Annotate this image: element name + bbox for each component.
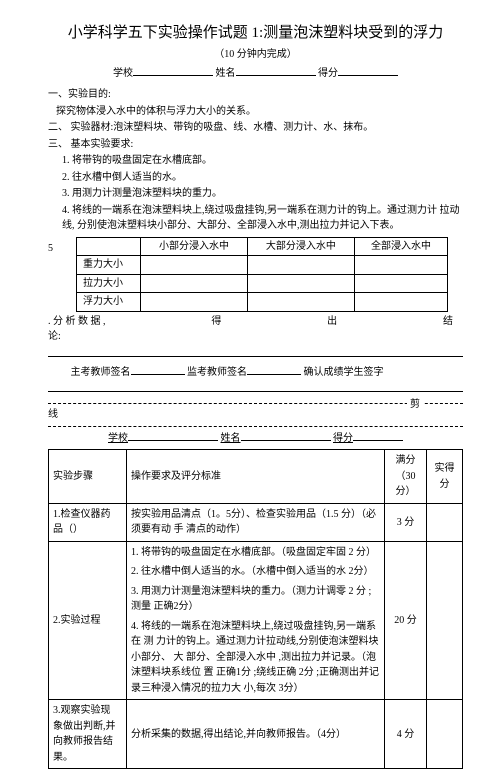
sig-student: 确认成绩学生签字 [304,367,384,378]
sig-main: 主考教师签名 [71,367,131,378]
r2-crit: 1. 将带钩的吸盘固定在水槽底部。（吸盘固定牢固 2 分） 2. 往水槽中倒人适… [127,541,385,700]
cell[interactable] [141,274,248,293]
ana-a: . 分 析 数 据 , [48,314,106,330]
worksheet-page: 小学科学五下实验操作试题 1:测量泡沫塑料块受到的浮力 （10 分钟内完成） 学… [0,0,503,704]
rubric-row-1: 1.检查仪器药 品（） 按实验用品清点（1。5分）、检查实验用品（1.5 分）（… [49,503,463,541]
r3-score: 4 分 [385,700,427,769]
cell[interactable] [247,293,354,312]
sec1-head: 一、实验目的: [48,87,463,103]
col-full: 全部浸入水中 [354,237,447,256]
analysis-line: . 分 析 数 据 , 得 出 结 [48,314,463,330]
cell[interactable] [354,274,447,293]
step4: 4. 将线的一端系在泡沫塑料块上,绕过吸盘挂钩,另一端系在测力计的钩上。通过测力… [62,203,463,234]
ana-d: 结 [443,314,453,330]
step1: 1. 将带钩的吸盘固定在水槽底部。 [62,153,463,169]
cell[interactable] [141,293,248,312]
blank-score-2[interactable] [353,440,403,441]
page-title: 小学科学五下实验操作试题 1:测量泡沫塑料块受到的浮力 [48,22,463,45]
sec2: 二、 实验器材:泡沫塑料块、带钩的吸盘、线、水槽、测力计、水、抹布。 [48,120,463,136]
conclusion-blank[interactable] [48,347,463,357]
cell[interactable] [141,256,248,275]
cell[interactable] [247,274,354,293]
step2: 2. 往水槽中倒人适当的水。 [62,170,463,186]
blank-sig-line[interactable] [48,383,463,392]
row-buoy: 浮力大小 [77,293,141,312]
r3-step: 3.观察实验现 象做出判断,并向教师报告结 果。 [49,700,127,769]
cell[interactable] [354,256,447,275]
body-content: 一、实验目的: 探究物体浸入水中的体积与浮力大小的关系。 二、 实验器材:泡沫塑… [48,87,463,769]
r2c2: 2. 往水槽中倒人适当的水。（水槽中倒入适当的水 2分） [131,564,380,580]
col-partial: 小部分浸入水中 [141,237,248,256]
rh-crit: 操作要求及评分标准 [127,450,385,504]
rubric-row-2: 2.实验过程 1. 将带钩的吸盘固定在水槽底部。（吸盘固定牢固 2 分） 2. … [49,541,463,700]
r1-step: 1.检查仪器药 品（） [49,503,127,541]
r1-act[interactable] [427,503,463,541]
r2c1: 1. 将带钩的吸盘固定在水槽底部。（吸盘固定牢固 2 分） [131,545,380,561]
step3: 3. 用测力计测量泡沫塑料块的重力。 [62,186,463,202]
blank-score[interactable] [338,75,398,76]
signature-line: 主考教师签名 监考教师签名 确认成绩学生签字 [48,365,463,381]
r2c3: 3. 用测力计测量泡沫塑料块的重力。（测力计调零 2 分 ;测量 正确2分） [131,584,380,615]
r3-act[interactable] [427,700,463,769]
ana-e: 论: [48,329,463,345]
blank-school[interactable] [133,75,213,76]
lbl-name-2: 姓名 [221,433,241,444]
ana-c: 出 [327,314,337,330]
r3-crit: 分析采集的数据,得出结论,并向教师报告。（4分） [127,700,385,769]
row-pull: 拉力大小 [77,274,141,293]
blank-school-2[interactable] [128,440,218,441]
student-info-line: 学校 姓名 得分 [48,66,463,82]
r2-score: 20 分 [385,541,427,700]
sec3: 三、 基本实验要求: [48,137,463,153]
rh-step: 实验步骤 [49,450,127,504]
blank-sig-a[interactable] [131,374,185,375]
step5-num: 5 [48,241,62,257]
rh-full-t: 满分 [396,455,416,466]
rubric-table: 实验步骤 操作要求及评分标准 满分 （30 分） 实得分 1.检查仪器药 品（） … [48,449,463,769]
blank-sig-b[interactable] [247,374,301,375]
cut-line: 剪 [48,403,463,404]
r1-crit: 按实验用品清点（1。5分）、检查实验用品（1.5 分）（必须要有动 手 清点的动… [127,503,385,541]
cut-line-2 [48,426,463,427]
row-weight: 重力大小 [77,256,141,275]
r1-score: 3 分 [385,503,427,541]
lbl-score: 得分 [318,68,338,79]
rh-full: 满分 （30 分） [385,450,427,504]
data-record-table: 小部分浸入水中 大部分浸入水中 全部浸入水中 重力大小 拉力大小 浮力大小 [76,237,448,312]
r2-act[interactable] [427,541,463,700]
lbl-school-2: 学校 [108,433,128,444]
sig-proctor: 监考教师签名 [187,367,247,378]
rubric-row-3: 3.观察实验现 象做出判断,并向教师报告结 果。 分析采集的数据,得出结论,并向… [49,700,463,769]
cut-xian: 线 [48,407,463,423]
student-info-line-2: 学校 姓名 得分 [48,431,463,447]
blank-name[interactable] [236,75,316,76]
cell[interactable] [354,293,447,312]
rh-act: 实得分 [427,450,463,504]
r2-step: 2.实验过程 [49,541,127,700]
lbl-school: 学校 [113,68,133,79]
lbl-score-2: 得分 [333,433,353,444]
r2c4: 4. 将线的一端系在泡沫塑料块上,绕过吸盘挂钩,另一端系在 测 力计的钩上。通过… [131,619,380,697]
cut-jian: 剪 [407,397,423,413]
cell[interactable] [247,256,354,275]
rh-full-b: （30 分） [396,471,416,498]
blank-name-2[interactable] [241,440,331,441]
ana-b: 得 [211,314,221,330]
col-most: 大部分浸入水中 [247,237,354,256]
time-note: （10 分钟内完成） [48,47,463,63]
lbl-name: 姓名 [216,68,236,79]
sec1-body: 探究物体浸入水中的体积与浮力大小的关系。 [56,104,463,120]
